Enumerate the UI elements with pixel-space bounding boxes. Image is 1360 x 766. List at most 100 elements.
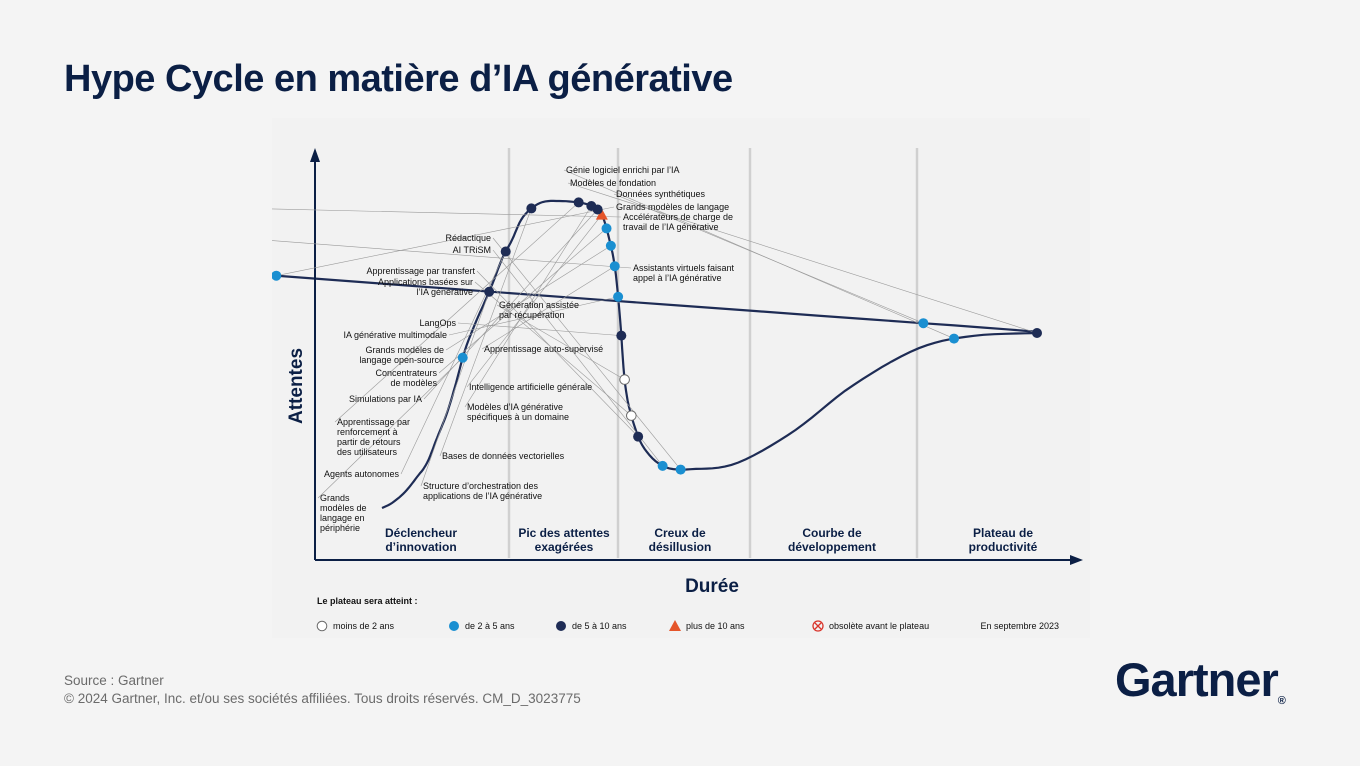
technology-label-20: des utilisateurs [337, 447, 398, 457]
technology-label-1: Génie logiciel enrichi par l’IA [566, 165, 680, 175]
technology-marker-17 [595, 208, 608, 220]
phase-label-5: productivité [969, 540, 1038, 554]
leader-line-9 [476, 270, 639, 437]
chart-background [272, 118, 1090, 638]
technology-marker-24 [457, 352, 468, 363]
technology-label-18: Simulations par IA [349, 394, 422, 404]
phase-label-3: Creux de [654, 526, 706, 540]
technology-label-20: Apprentissage par [337, 417, 410, 427]
technology-label-15: Grands modèles de [365, 345, 444, 355]
technology-label-16: Concentrateurs [375, 368, 437, 378]
leader-line-11 [496, 304, 625, 380]
technology-label-3: Données synthétiques [616, 189, 706, 199]
technology-label-12: LangOps [419, 318, 456, 328]
technology-marker-8 [657, 460, 668, 471]
technology-label-24: modèles de [320, 503, 367, 513]
footer: Source : Gartner © 2024 Gartner, Inc. et… [64, 672, 581, 708]
technology-label-10: l’IA générative [416, 287, 473, 297]
source-note: Source : Gartner [64, 673, 164, 688]
leader-line-13 [448, 296, 619, 336]
technology-label-13: IA générative multimodale [343, 330, 447, 340]
legend-label-4: plus de 10 ans [686, 621, 745, 631]
technology-label-5: travail de l’IA générative [623, 222, 719, 232]
phase-label-4: développement [788, 540, 876, 554]
legend-label-1: moins de 2 ans [333, 621, 395, 631]
technology-label-8: AI TRiSM [453, 245, 491, 255]
legend-marker-5 [812, 620, 824, 632]
phase-label-5: Plateau de [973, 526, 1033, 540]
technology-label-20: partir de retours [337, 437, 401, 447]
leader-line-23 [420, 291, 490, 487]
technology-label-9: Apprentissage par transfert [366, 266, 475, 276]
technology-label-19: Modèles d’IA générative [467, 402, 563, 412]
technology-label-5: Accélérateurs de charge de [623, 212, 733, 222]
leader-line-4 [276, 206, 615, 277]
hype-curve [272, 199, 1041, 510]
leader-line-24 [317, 357, 463, 499]
technology-label-7: Rédactique [445, 233, 491, 243]
technology-label-14: Apprentissage auto-supervisé [484, 344, 603, 354]
technology-label-11: Génération assistée [499, 300, 579, 310]
legend-marker-1 [316, 620, 328, 632]
copyright-note: © 2024 Gartner, Inc. et/ou ses sociétés … [64, 691, 581, 706]
technology-label-20: renforcement à [337, 427, 398, 437]
technology-label-17: Intelligence artificielle générale [469, 382, 592, 392]
technology-label-23: Structure d’orchestration des [423, 481, 539, 491]
legend: Le plateau sera atteint : moins de 2 ans d… [316, 596, 1059, 632]
technology-marker-11 [619, 374, 630, 385]
technology-label-21: Bases de données vectorielles [442, 451, 565, 461]
technology-marker-22 [500, 246, 511, 257]
legend-label-3: de 5 à 10 ans [572, 621, 627, 631]
x-axis-arrow [1070, 555, 1083, 565]
leader-line-17 [466, 214, 603, 388]
technology-marker-20 [573, 197, 584, 208]
technology-label-10: Applications basées sur [378, 277, 473, 287]
technology-marker-19 [586, 201, 597, 212]
legend-date: En septembre 2023 [980, 621, 1059, 631]
technology-label-6: appel à l’IA générative [633, 273, 722, 283]
technology-label-6: Assistants virtuels faisant [633, 263, 735, 273]
technology-marker-13 [613, 291, 624, 302]
technology-marker-9 [633, 431, 644, 442]
technology-label-23: applications de l’IA générative [423, 491, 542, 501]
legend-marker-5-cross [814, 622, 822, 630]
legend-label-5: obsolète avant le plateau [829, 621, 929, 631]
technology-marker-21 [526, 203, 537, 214]
technology-marker-1 [949, 333, 960, 344]
leader-line-15 [445, 245, 612, 351]
technology-markers [272, 197, 1042, 475]
legend-marker-3 [556, 621, 566, 631]
x-axis-label: Durée [685, 576, 739, 597]
technology-marker-7 [675, 464, 686, 475]
technology-marker-12 [616, 330, 627, 341]
leader-line-8 [492, 249, 663, 467]
technology-label-16: de modèles [390, 378, 437, 388]
technology-label-4: Grands modèles de langage [616, 202, 729, 212]
technology-label-22: Agents autonomes [324, 469, 400, 479]
leader-line-3 [613, 193, 924, 324]
technology-label-24: périphérie [320, 523, 360, 533]
legend-heading: Le plateau sera atteint : [317, 596, 418, 606]
gartner-logo: Gartner® [1115, 652, 1286, 707]
y-axis-arrow [310, 148, 320, 162]
technology-label-24: langage en [320, 513, 365, 523]
leader-line-5 [272, 208, 622, 218]
logo-text: Gartner [1115, 653, 1279, 706]
leader-line-2 [567, 182, 1038, 334]
technology-marker-23 [484, 286, 495, 297]
technology-marker-15 [605, 240, 616, 251]
leader-line-20 [334, 202, 579, 423]
leader-line-19 [464, 205, 592, 408]
technology-labels: Génie logiciel enrichi par l’IA Modèles d… [320, 165, 735, 533]
registered-mark: ® [1277, 695, 1286, 707]
phase-label-4: Courbe de [802, 526, 862, 540]
leader-line-14 [481, 265, 615, 350]
phase-label-1: d’innovation [385, 540, 456, 554]
label-leaders [272, 169, 1038, 499]
technology-marker-16 [601, 223, 612, 234]
legend-label-2: de 2 à 5 ans [465, 621, 515, 631]
leader-line-7 [492, 237, 681, 470]
phase-label-2: exagérées [535, 540, 594, 554]
